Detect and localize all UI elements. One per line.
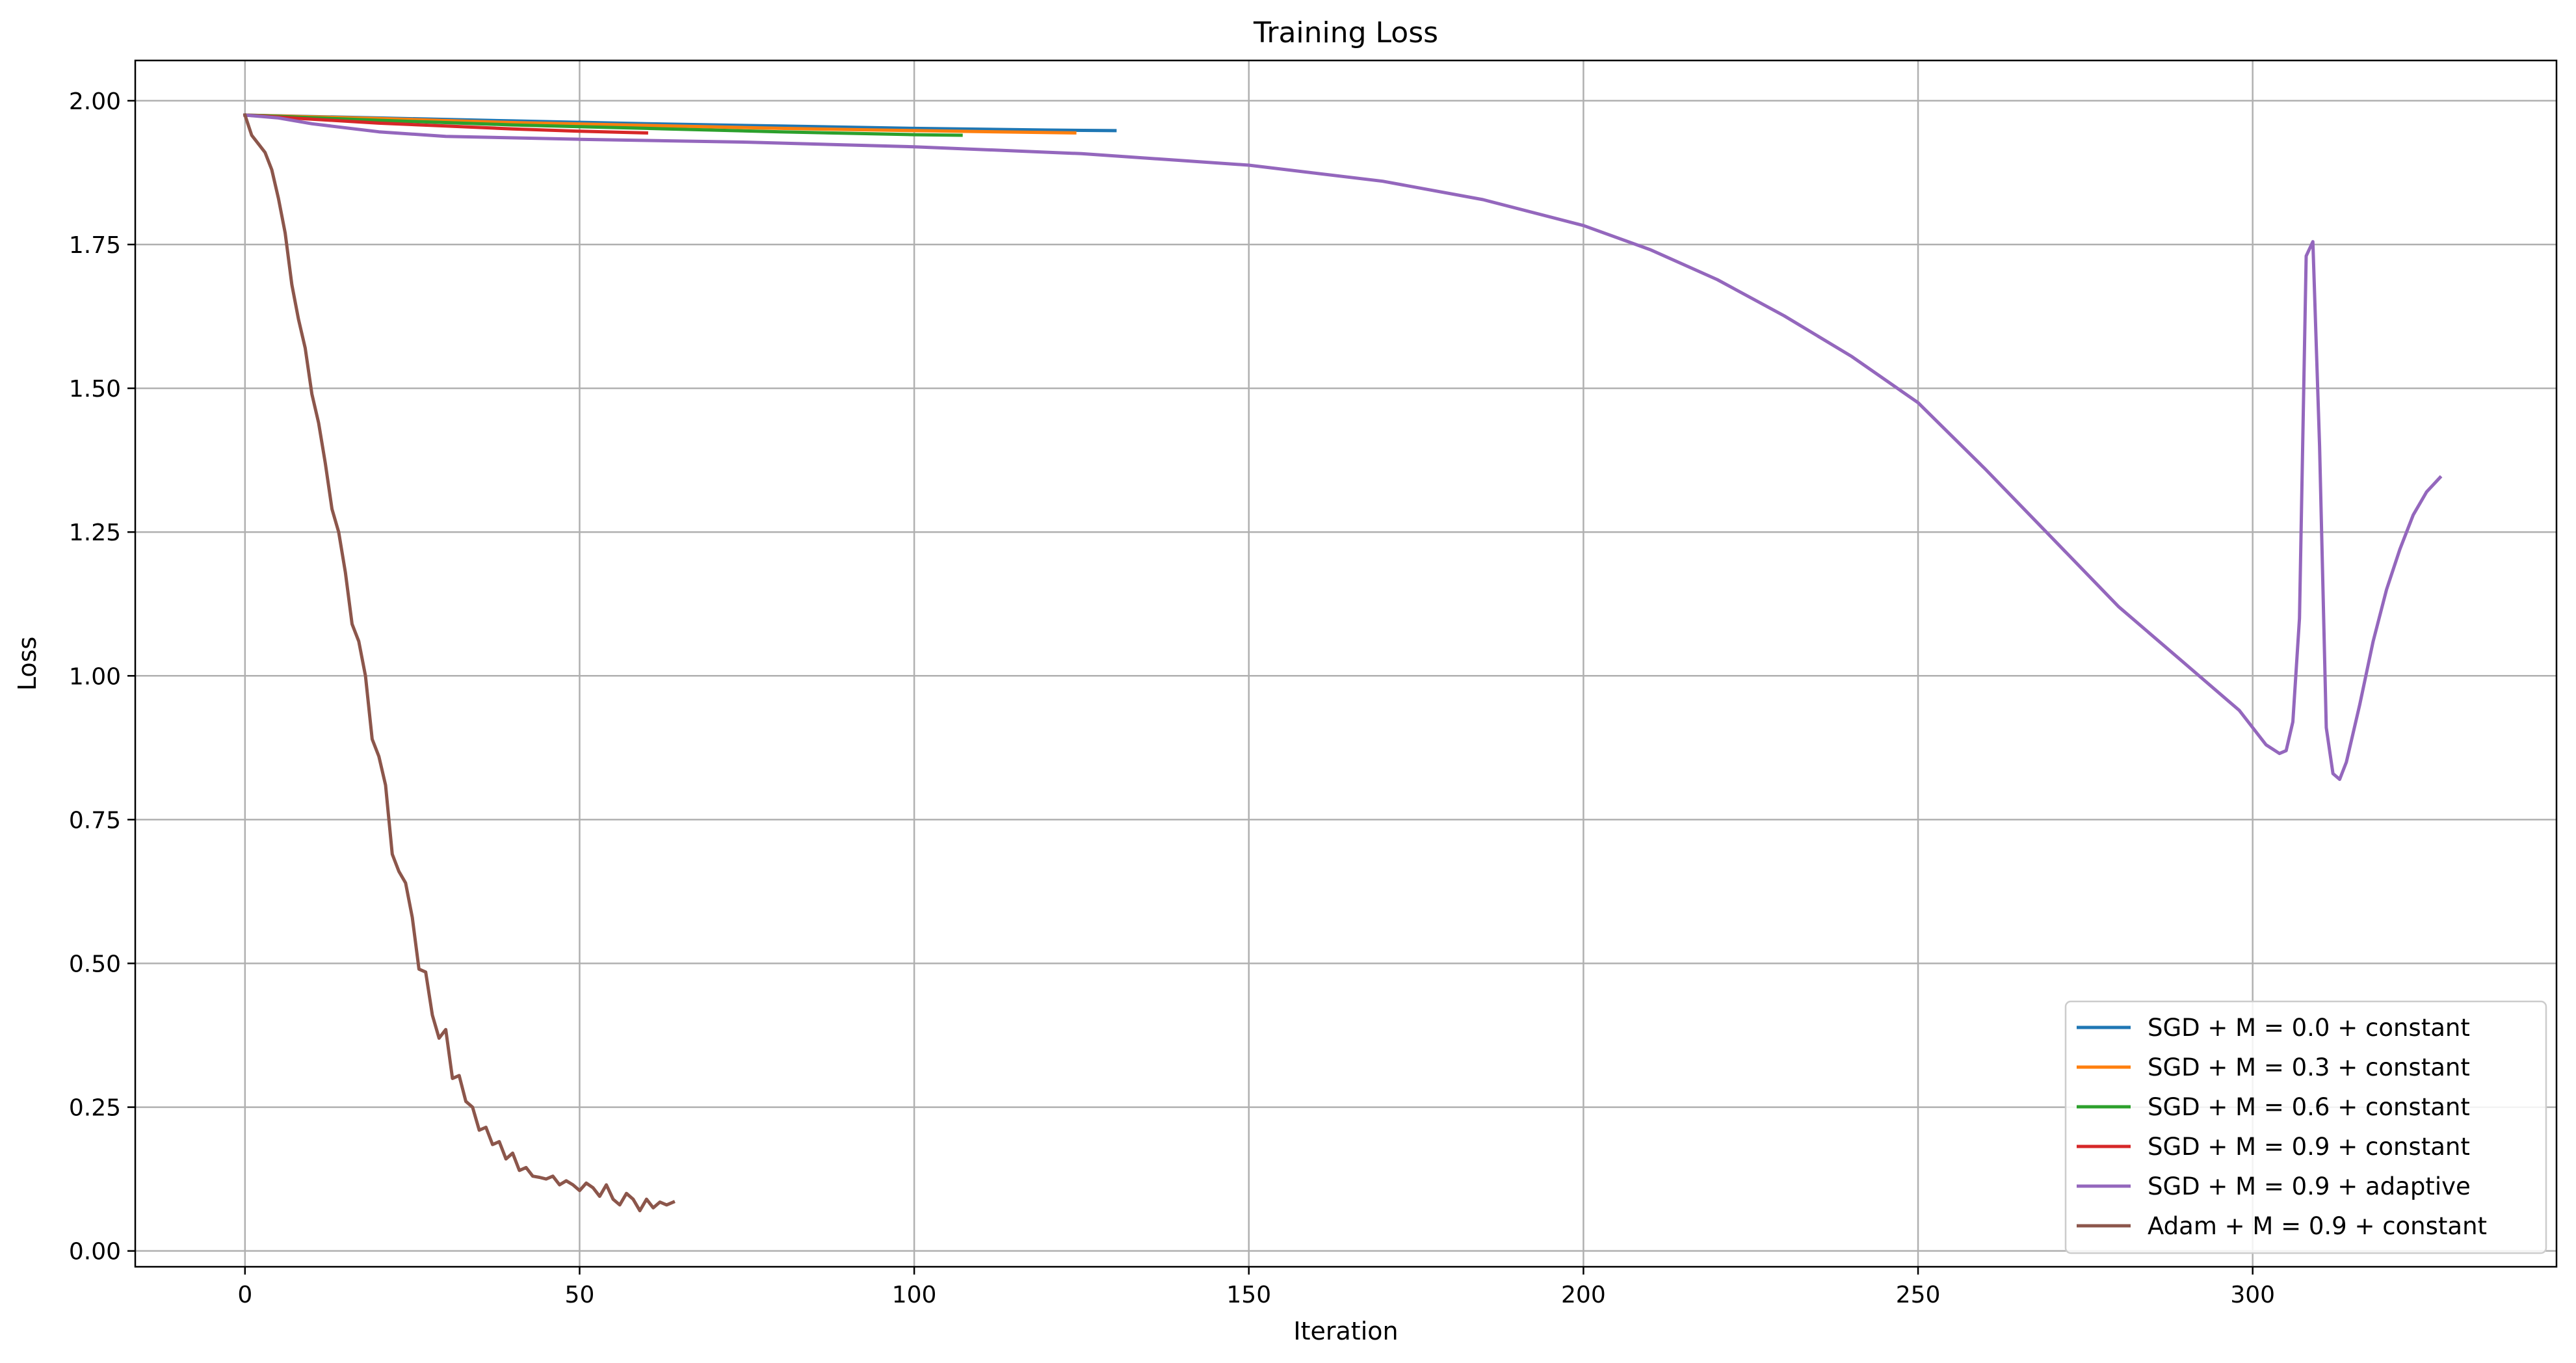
series-line xyxy=(243,113,963,137)
legend-label: SGD + M = 0.9 + adaptive xyxy=(2148,1172,2471,1200)
chart-title: Training Loss xyxy=(1253,16,1438,49)
plot-area xyxy=(243,112,2443,1213)
x-tick-label: 0 xyxy=(237,1282,252,1308)
legend-box xyxy=(2064,1000,2547,1254)
legend-label: SGD + M = 0.0 + constant xyxy=(2148,1014,2470,1042)
legend-label: Adam + M = 0.9 + constant xyxy=(2148,1212,2487,1240)
legend: SGD + M = 0.0 + constant SGD + M = 0.3 + … xyxy=(2064,1000,2547,1254)
series-line xyxy=(243,113,2443,781)
legend-label: SGD + M = 0.3 + constant xyxy=(2148,1053,2470,1081)
grid-lines xyxy=(135,60,2556,1267)
x-tick-label: 50 xyxy=(565,1282,595,1308)
y-tick-label: 2.00 xyxy=(69,88,121,115)
x-tick-label: 150 xyxy=(1226,1282,1271,1308)
x-tick-label: 200 xyxy=(1561,1282,1606,1308)
y-axis: 0.00 0.25 0.50 0.75 1.00 1.25 1.50 1.75 2.00 xyxy=(69,88,135,1265)
series-line xyxy=(243,112,676,1213)
series-line xyxy=(243,113,1077,135)
x-axis-label: Iteration xyxy=(1293,1317,1398,1345)
x-axis: 0 50 100 150 200 250 300 xyxy=(237,1267,2275,1308)
legend-label: SGD + M = 0.9 + constant xyxy=(2148,1133,2470,1161)
y-tick-label: 1.50 xyxy=(69,376,121,403)
y-tick-label: 0.50 xyxy=(69,951,121,977)
x-tick-label: 100 xyxy=(892,1282,937,1308)
y-tick-label: 0.75 xyxy=(69,807,121,834)
y-tick-label: 1.25 xyxy=(69,520,121,546)
y-tick-label: 0.25 xyxy=(69,1095,121,1122)
y-tick-label: 1.75 xyxy=(69,232,121,259)
series-line xyxy=(243,113,648,135)
plot-frame xyxy=(134,59,2558,1268)
y-axis-label: Loss xyxy=(13,637,42,691)
legend-label: SGD + M = 0.6 + constant xyxy=(2148,1093,2470,1121)
x-tick-label: 250 xyxy=(1896,1282,1941,1308)
x-tick-label: 300 xyxy=(2230,1282,2275,1308)
y-tick-label: 1.00 xyxy=(69,663,121,690)
y-tick-label: 0.00 xyxy=(69,1239,121,1265)
